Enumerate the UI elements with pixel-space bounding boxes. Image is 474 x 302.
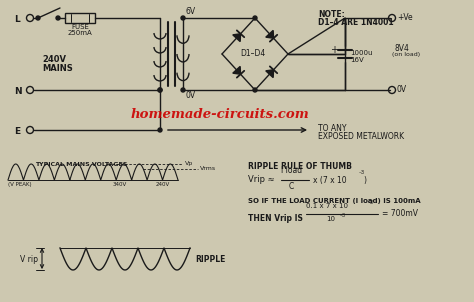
Text: E: E	[14, 127, 20, 136]
Polygon shape	[233, 34, 240, 42]
Text: NOTE:: NOTE:	[318, 10, 345, 19]
Text: 250mA: 250mA	[68, 30, 92, 36]
Text: Vp: Vp	[185, 162, 193, 166]
Text: = 700mV: = 700mV	[382, 210, 418, 219]
Text: TO ANY: TO ANY	[318, 124, 346, 133]
Text: RIPPLE RULE OF THUMB: RIPPLE RULE OF THUMB	[248, 162, 352, 171]
Text: D1–4 ARE 1N4001: D1–4 ARE 1N4001	[318, 18, 393, 27]
Text: +: +	[330, 45, 338, 55]
Text: (V PEAK): (V PEAK)	[8, 182, 32, 187]
Text: Vrip ≈: Vrip ≈	[248, 175, 274, 185]
Circle shape	[158, 88, 162, 92]
Text: 0V: 0V	[186, 91, 196, 100]
Text: 0V: 0V	[397, 85, 407, 95]
Polygon shape	[266, 31, 273, 38]
Polygon shape	[266, 70, 273, 78]
Text: V rip: V rip	[20, 255, 38, 264]
Text: –3: –3	[368, 200, 374, 205]
Text: homemade-circuits.com: homemade-circuits.com	[131, 108, 310, 121]
Circle shape	[56, 16, 60, 20]
Text: D1–D4: D1–D4	[240, 50, 265, 59]
Text: 10: 10	[326, 216, 335, 222]
Text: RIPPLE: RIPPLE	[195, 255, 225, 264]
Text: FUSE: FUSE	[71, 24, 89, 30]
Text: 6V: 6V	[186, 7, 196, 16]
Text: N: N	[14, 86, 22, 95]
Circle shape	[158, 88, 162, 92]
Text: 1000u: 1000u	[350, 50, 373, 56]
Polygon shape	[233, 66, 240, 74]
Bar	[65, 13, 95, 23]
Circle shape	[36, 16, 40, 20]
Text: THEN Vrip IS: THEN Vrip IS	[248, 214, 303, 223]
Text: C: C	[289, 182, 294, 191]
Text: 240V: 240V	[156, 182, 170, 187]
Circle shape	[181, 88, 185, 92]
Circle shape	[158, 128, 162, 132]
Text: TYPICAL MAINS VOLTAGES: TYPICAL MAINS VOLTAGES	[35, 162, 128, 167]
Text: (on load): (on load)	[392, 52, 420, 57]
Circle shape	[253, 88, 257, 92]
Text: 240V: 240V	[42, 55, 66, 64]
Text: 8V4: 8V4	[395, 44, 410, 53]
Text: 0.1 x 7 x 10: 0.1 x 7 x 10	[306, 203, 348, 209]
Circle shape	[181, 16, 185, 20]
Text: Vrms: Vrms	[200, 166, 216, 171]
Text: EXPOSED METALWORK: EXPOSED METALWORK	[318, 132, 404, 141]
Text: x (7 x 10: x (7 x 10	[313, 175, 346, 185]
Text: 16V: 16V	[350, 57, 364, 63]
Circle shape	[253, 16, 257, 20]
Text: L: L	[14, 14, 20, 24]
Text: –3: –3	[340, 213, 346, 218]
Text: MAINS: MAINS	[42, 64, 73, 73]
Text: –3: –3	[359, 170, 365, 175]
Text: SO IF THE LOAD CURRENT (I load) IS 100mA: SO IF THE LOAD CURRENT (I load) IS 100mA	[248, 198, 420, 204]
Text: +Ve: +Ve	[397, 14, 413, 23]
Text: 340V: 340V	[113, 182, 127, 187]
Text: I load: I load	[281, 166, 302, 175]
Text: ): )	[363, 175, 366, 185]
